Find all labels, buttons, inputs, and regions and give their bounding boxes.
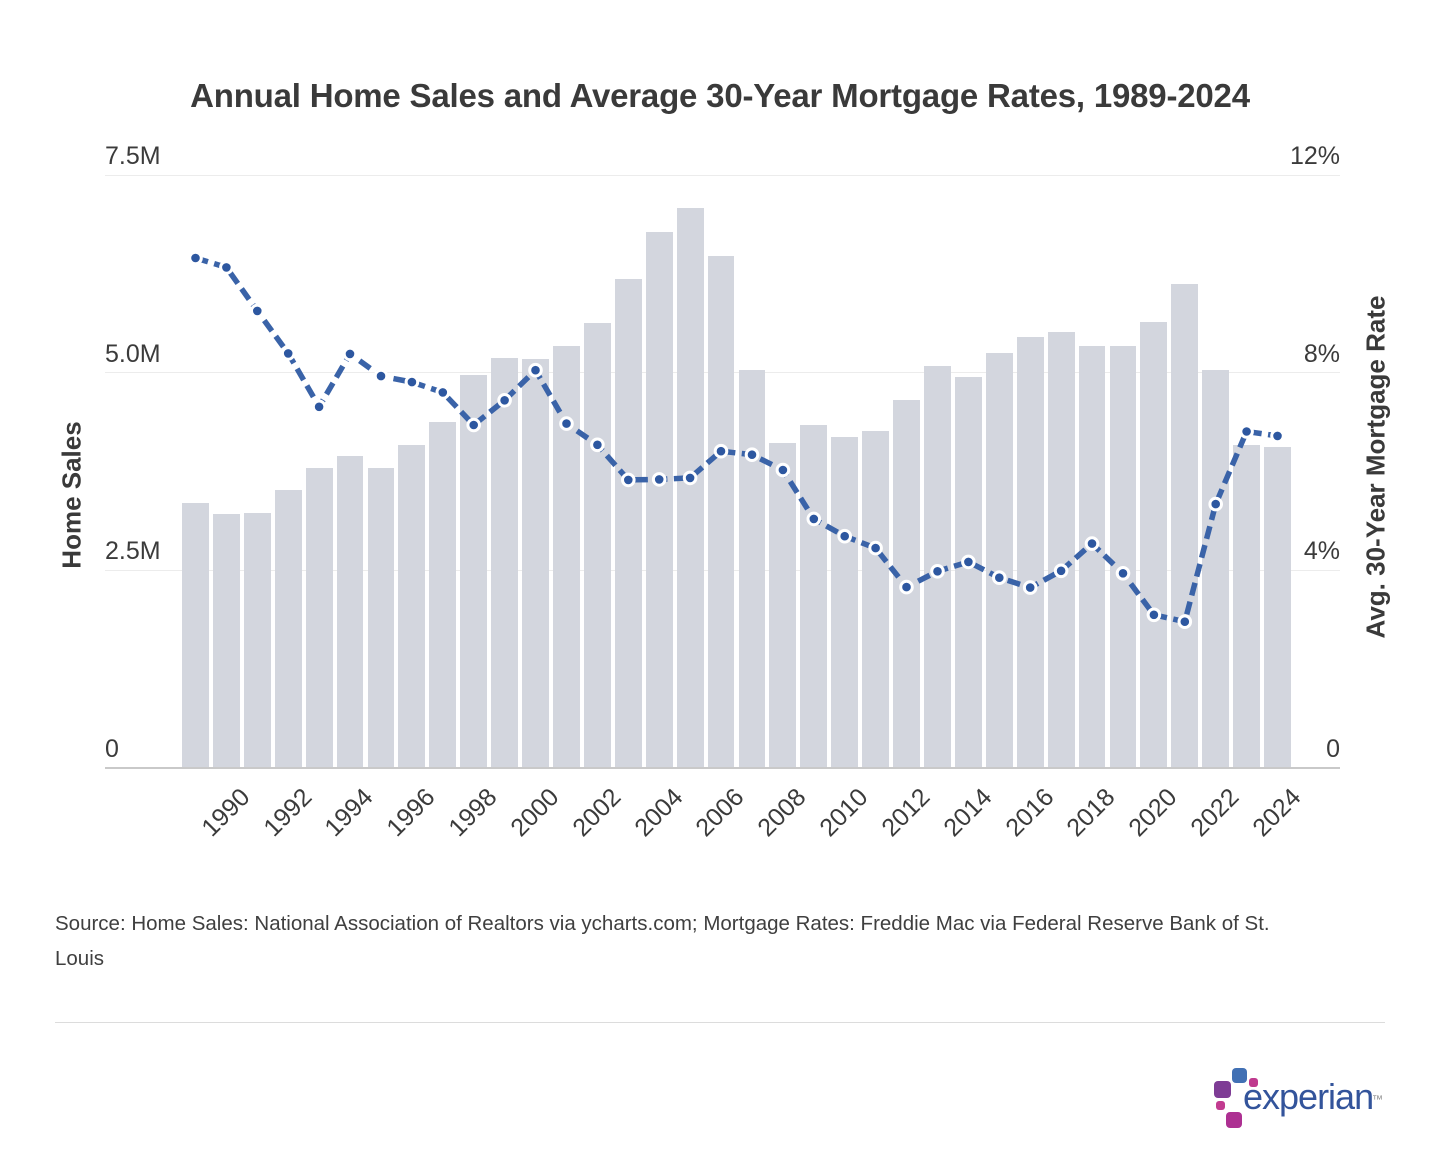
bar-1994 [336,455,364,768]
rate-point-1994 [342,346,358,362]
rate-point-1989 [188,250,203,266]
rate-point-2013 [930,564,945,579]
rate-point-2019 [1115,566,1131,581]
bar-1993 [305,467,333,768]
rate-point-2009 [806,511,822,527]
bar-1998 [460,375,488,768]
mortgage-rate-line [194,255,1278,625]
rate-point-2001 [559,416,574,431]
bar-2002 [583,322,611,768]
right-axis-title: Avg. 30-Year Mortgage Rate [1360,295,1391,639]
bar-2001 [553,345,580,768]
bar-1997 [429,422,457,768]
source-line-1: Source: Home Sales: National Association… [55,912,1270,935]
bar-1991 [243,513,271,768]
logo-square-magenta-small-left [1216,1101,1225,1110]
bar-2020 [1140,322,1168,768]
bar-2003 [614,279,642,768]
bar-1992 [274,489,302,768]
logo-wordmark: experian [1243,1076,1374,1117]
logo-square-blue [1232,1068,1247,1083]
rate-point-2018 [1084,536,1100,551]
rate-point-2011 [868,540,883,556]
rate-point-2014 [961,554,976,570]
rate-point-2005 [682,470,698,486]
left-axis-tick-label: 5.0M [105,339,161,368]
rate-point-2003 [621,472,636,488]
rate-point-1995 [373,368,389,384]
bar-2023 [1233,444,1261,768]
rate-point-1996 [404,374,420,390]
rate-point-2023 [1239,424,1254,439]
logo-square-magenta-bottom [1226,1112,1242,1128]
bar-1999 [491,357,519,768]
bar-2008 [769,443,797,768]
logo-trademark: ™ [1372,1094,1383,1106]
rate-point-2010 [837,528,853,544]
rate-point-1998 [466,417,482,433]
experian-logo: experian ™ [1200,1058,1400,1138]
rate-point-2020 [1146,607,1162,623]
rate-point-2007 [744,447,760,463]
bar-2007 [738,370,766,768]
logo-square-magenta-small-right [1249,1078,1258,1087]
rate-point-2000 [528,362,543,378]
right-axis-tick-label: 0 [1326,735,1340,763]
left-axis-tick-label: 7.5M [105,142,161,170]
bar-2016 [1016,337,1044,768]
logo-square-purple [1214,1081,1231,1098]
bar-2000 [522,359,549,768]
rate-point-2017 [1053,563,1069,579]
bar-1996 [398,444,426,768]
bar-1995 [367,467,395,768]
bar-1989 [182,503,209,768]
rate-point-1997 [435,385,451,400]
source-line-2: Louis [55,947,105,970]
bar-2017 [1047,332,1075,768]
left-axis-tick-label: 2.5M [105,537,161,566]
bar-2021 [1171,284,1199,768]
gridline [105,174,1340,176]
rate-point-1991 [249,303,265,319]
bar-2006 [707,255,735,768]
bar-2004 [645,231,673,768]
rate-point-2012 [899,579,914,595]
bar-2018 [1078,345,1106,768]
x-axis-baseline [105,767,1340,769]
bar-2022 [1202,370,1230,768]
chart-title: Annual Home Sales and Average 30-Year Mo… [190,77,1250,115]
rate-point-2016 [1022,580,1038,595]
bar-1990 [212,514,240,768]
rate-point-2002 [590,437,605,453]
rate-point-1990 [219,260,234,275]
rate-point-2006 [713,443,729,459]
right-axis-tick-label: 12% [1289,142,1340,170]
bar-2010 [831,436,859,768]
bar-2011 [862,431,890,768]
rate-point-2021 [1177,614,1193,630]
bar-2009 [800,424,828,768]
rate-point-2024 [1270,428,1285,444]
left-axis-title: Home Sales [56,421,87,569]
bar-2014 [954,377,982,768]
rate-point-2008 [775,462,791,478]
right-axis-tick-label: 4% [1303,537,1340,566]
rate-point-1999 [497,393,512,408]
rate-point-1993 [311,399,327,415]
rate-point-2015 [992,570,1007,586]
source-note: Source: Home Sales: National Association… [55,906,1400,976]
bar-2005 [676,208,704,768]
right-axis-tick-label: 8% [1303,339,1340,368]
rate-point-2004 [651,472,667,487]
bar-2024 [1264,446,1291,768]
rate-point-2022 [1208,496,1223,512]
left-axis-tick-label: 0 [105,735,119,763]
bar-2019 [1109,345,1137,768]
bar-2015 [985,352,1013,768]
footer-divider [55,1022,1385,1023]
rate-point-1992 [280,346,296,361]
